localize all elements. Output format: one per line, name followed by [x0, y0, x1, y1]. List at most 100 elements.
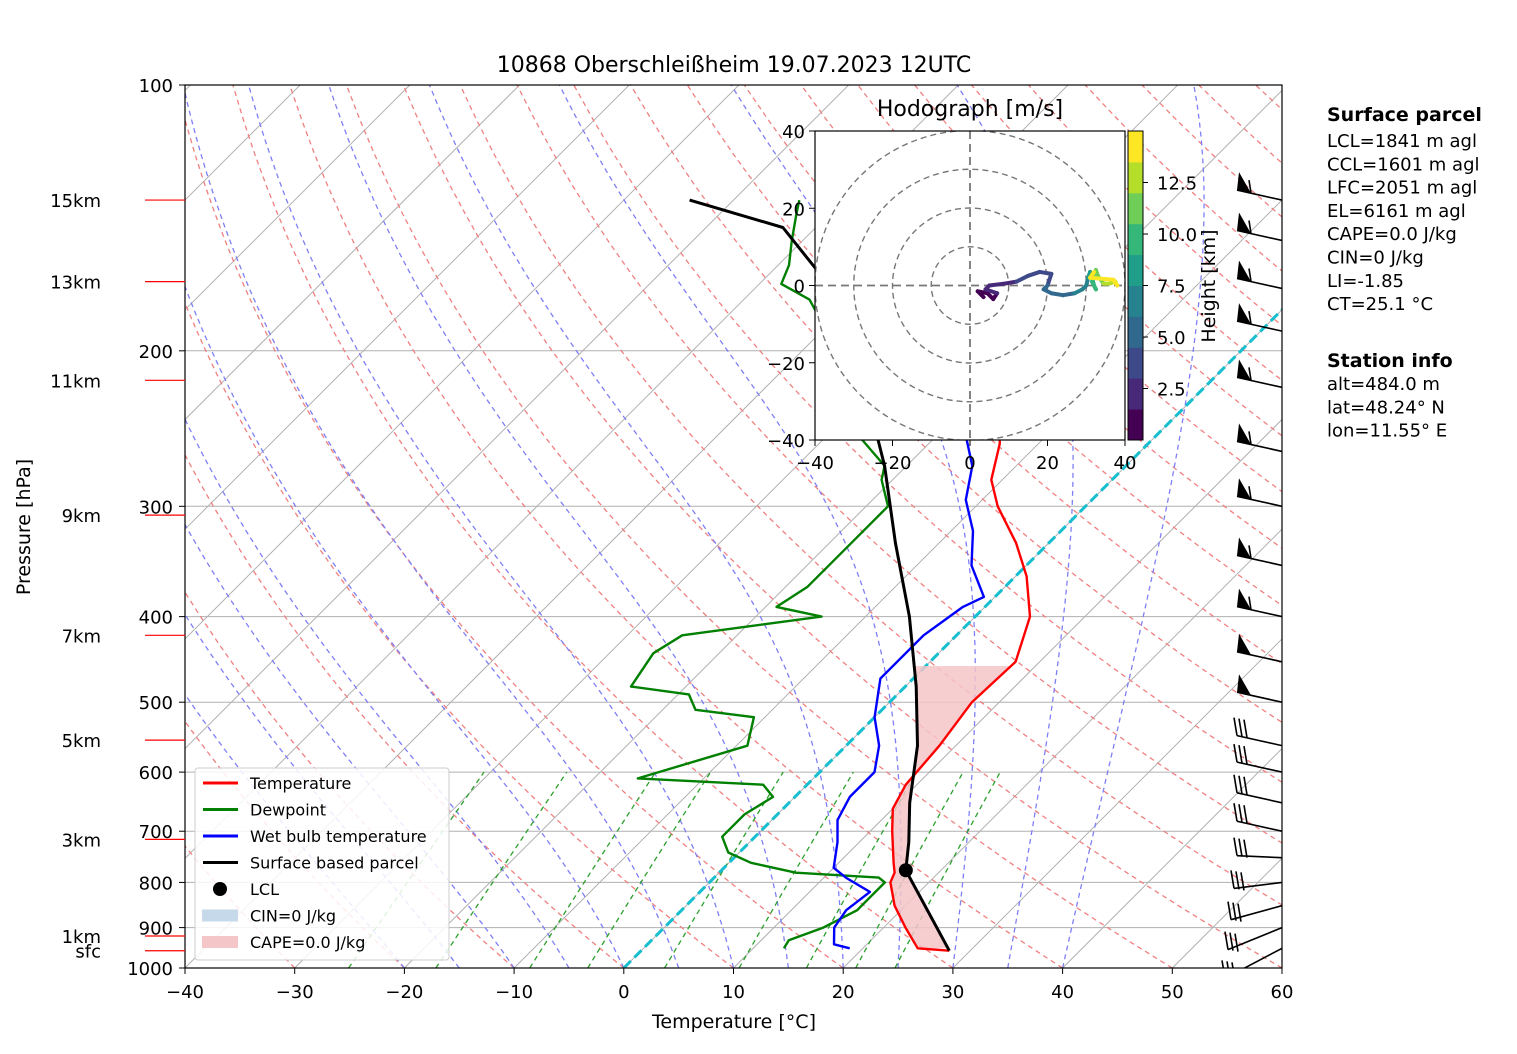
wind-barb-shaft: [1236, 376, 1282, 389]
hodograph-axes: −40 −20 0 20 40 40 20 0 −20 −40: [767, 122, 1136, 474]
skew-t-axes: −40 −30 −20 −10 0 10 20 30 40 50 60100200300400500…: [50, 76, 1293, 1003]
x-tick-label: 50: [1161, 982, 1184, 1003]
wind-barb-pennant: [1237, 359, 1251, 381]
freezing-level-line: [622, 307, 1282, 968]
wind-barb-shaft: [1236, 820, 1282, 833]
x-tick-label: 0: [618, 982, 629, 1003]
legend-label: Surface based parcel: [250, 854, 419, 873]
colorbar-tick-label: 2.5: [1157, 380, 1186, 401]
wind-barb-shaft: [1236, 691, 1282, 703]
surface-parcel-line: LI=-1.85: [1327, 271, 1404, 292]
wind-barb-flag: [1243, 745, 1248, 765]
x-tick-label: 60: [1271, 982, 1294, 1003]
x-tick-label: 10: [722, 982, 745, 1003]
x-axis-label: Temperature [°C]: [651, 1011, 816, 1033]
wind-barb-pennant: [1237, 423, 1251, 445]
wind-barb-flag: [1221, 960, 1225, 968]
moist-adiabat: [185, 89, 680, 968]
height-label: 5km: [62, 731, 101, 752]
wind-barb-flag: [1248, 431, 1252, 445]
colorbar-segment: [1128, 254, 1143, 286]
mixing-ratio-line: [894, 771, 1001, 968]
legend-swatch: [202, 936, 238, 948]
y-tick-label: 700: [139, 822, 173, 843]
isotherm: [185, 85, 849, 750]
mixing-ratio-line: [435, 771, 568, 968]
hodograph-segment: [1014, 273, 1031, 284]
x-tick-label: −40: [166, 982, 204, 1003]
mixing-ratio-line: [664, 771, 784, 968]
hodograph-trace: [975, 268, 1120, 302]
wind-barb-flag: [1233, 774, 1238, 793]
wind-barb-pennant: [1237, 260, 1251, 282]
height-label: 1km: [62, 927, 101, 948]
mixing-ratio-line: [738, 771, 854, 968]
height-label: 15km: [50, 191, 101, 212]
isotherm: [185, 85, 740, 640]
x-tick-label: 30: [941, 982, 964, 1003]
wind-barb-shaft: [1236, 734, 1282, 747]
wind-barb-pennant: [1237, 633, 1251, 655]
y-tick-label: 500: [139, 693, 173, 714]
wind-barb-shaft: [1236, 651, 1282, 663]
colorbar-tick-label: 7.5: [1157, 277, 1186, 298]
wind-barb-flag: [1231, 962, 1234, 968]
wind-barb-shaft: [1242, 947, 1282, 968]
hodograph-x-tick-label: −40: [796, 453, 834, 474]
cape-shading: [890, 666, 1011, 949]
y-tick-label: 1000: [127, 959, 173, 980]
moist-adiabat: [185, 284, 625, 968]
wind-barb-flag: [1248, 596, 1252, 610]
wind-barb-shaft: [1236, 495, 1282, 508]
y-tick-label: 800: [139, 873, 173, 894]
hodograph: −40 −20 0 20 40 40 20 0 −20 −40 Hodograph [m/s] 2…: [767, 97, 1220, 474]
isotherm: [185, 85, 411, 311]
wind-barb-pennant: [1237, 303, 1251, 325]
hodograph-segment: [987, 281, 1007, 288]
colorbar-segment: [1128, 347, 1143, 379]
wind-barbs: [1221, 172, 1282, 968]
wind-barb-flag: [1248, 486, 1252, 500]
wind-barb-pennant: [1237, 674, 1251, 696]
hodograph-y-tick-label: 40: [782, 122, 805, 143]
wind-barb-pennant: [1237, 478, 1251, 500]
height-label: 11km: [50, 371, 101, 392]
wind-barb-flag: [1248, 545, 1252, 559]
wind-barb-flag: [1238, 775, 1243, 794]
hodograph-x-tick-label: −20: [874, 453, 912, 474]
legend: Temperature Dewpoint Wet bulb temperature S…: [194, 767, 450, 961]
wind-barb-flag: [1248, 220, 1252, 234]
wind-barb-flag: [1243, 776, 1248, 795]
legend-label: Wet bulb temperature: [250, 827, 427, 846]
wind-barb-flag: [1248, 268, 1252, 282]
dry-adiabat: [516, 85, 1282, 844]
station-info-line: lon=11.55° E: [1327, 421, 1447, 442]
colorbar-segment: [1128, 409, 1143, 441]
wind-barb-shaft: [1236, 761, 1282, 773]
moist-adiabat: [1061, 85, 1205, 968]
mixing-ratio-line: [805, 771, 918, 968]
dry-adiabat: [857, 85, 1282, 493]
colorbar-tick-label: 12.5: [1157, 174, 1197, 195]
legend-label: LCL: [250, 880, 279, 899]
x-tick-label: −20: [385, 982, 423, 1003]
wind-barb-flag: [1232, 902, 1237, 921]
legend-swatch: [213, 882, 227, 896]
hodograph-x-tick-label: 40: [1114, 453, 1137, 474]
wind-barb-flag: [1230, 870, 1235, 889]
colorbar-segment: [1128, 316, 1143, 348]
wind-barb-flag: [1238, 718, 1243, 737]
wind-barb-flag: [1233, 717, 1238, 736]
surface-parcel-line: CAPE=0.0 J/kg: [1327, 224, 1457, 245]
y-tick-label: 900: [139, 919, 173, 940]
legend-label: Dewpoint: [250, 801, 326, 820]
y-tick-label: 300: [139, 497, 173, 518]
moist-adiabat: [185, 523, 515, 968]
height-label: 13km: [50, 273, 101, 294]
wind-barb-shaft: [1233, 881, 1282, 890]
dry-adiabat: [185, 116, 844, 968]
surface-parcel-line: LCL=1841 m agl: [1327, 131, 1477, 152]
wind-barb-pennant: [1237, 537, 1251, 559]
hodograph-title: Hodograph [m/s]: [877, 97, 1063, 122]
wind-barb-shaft: [1236, 277, 1282, 290]
